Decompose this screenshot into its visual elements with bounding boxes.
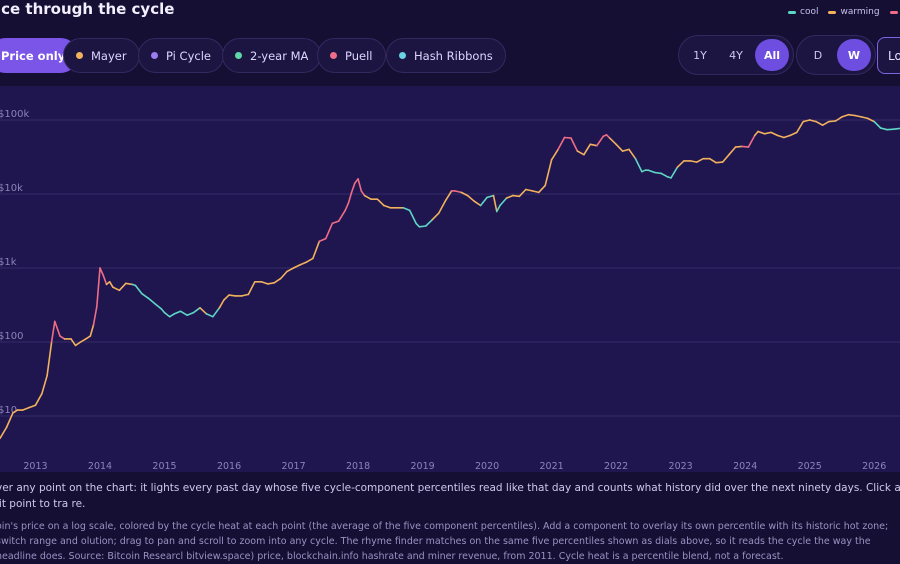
page-title: ice through the cycle bbox=[0, 0, 174, 18]
y-tick-label: $100 bbox=[0, 331, 23, 342]
x-tick-label: 2020 bbox=[475, 461, 499, 472]
range-all[interactable]: All bbox=[755, 39, 789, 71]
chart-interaction-hint: ver any point on the chart: it lights ev… bbox=[0, 480, 900, 512]
y-tick-label: $10 bbox=[0, 405, 17, 416]
x-tick-label: 2017 bbox=[281, 461, 305, 472]
price-segment[interactable] bbox=[126, 283, 133, 284]
price-chart[interactable]: $10 $100 $1k $10k $100k 2013 2014 2015 2016 2017… bbox=[0, 86, 900, 472]
price-segment[interactable] bbox=[736, 146, 742, 147]
interval-daily[interactable]: D bbox=[801, 39, 835, 71]
legend-hot bbox=[890, 7, 900, 17]
x-tick-label: 2023 bbox=[669, 461, 693, 472]
x-tick-label: 2024 bbox=[733, 461, 757, 472]
component-puell[interactable]: Puell bbox=[317, 38, 386, 73]
component-2-year-ma[interactable]: 2-year MA bbox=[222, 38, 321, 73]
x-tick-label: 2025 bbox=[798, 461, 822, 472]
range-4y[interactable]: 4Y bbox=[719, 39, 753, 71]
heat-legend: cool warming bbox=[788, 7, 900, 17]
component-2-year-ma-label: 2-year MA bbox=[250, 49, 308, 63]
price-chart-svg[interactable]: $10 $100 $1k $10k $100k 2013 2014 2015 2016 2017… bbox=[0, 86, 900, 472]
range-1y[interactable]: 1Y bbox=[683, 39, 717, 71]
x-tick-label: 2019 bbox=[410, 461, 434, 472]
legend-cool-label: cool bbox=[800, 7, 818, 17]
x-tick-label: 2013 bbox=[23, 461, 47, 472]
x-tick-label: 2022 bbox=[604, 461, 628, 472]
mayer-dot-icon bbox=[76, 52, 83, 59]
price-segment[interactable] bbox=[565, 138, 572, 139]
legend-warming-swatch bbox=[828, 11, 836, 14]
x-tick-label: 2018 bbox=[346, 461, 370, 472]
price-segment[interactable] bbox=[887, 129, 893, 130]
y-tick-label: $10k bbox=[0, 183, 23, 194]
y-tick-label: $100k bbox=[0, 109, 29, 120]
x-tick-label: 2021 bbox=[540, 461, 564, 472]
component-hash-ribbons[interactable]: Hash Ribbons bbox=[386, 38, 506, 73]
price-segment[interactable] bbox=[655, 173, 662, 174]
x-tick-label: 2016 bbox=[217, 461, 241, 472]
interval-selector: D W bbox=[796, 35, 876, 75]
component-pi-cycle-label: Pi Cycle bbox=[166, 49, 211, 63]
x-tick-label: 2015 bbox=[152, 461, 176, 472]
component-pi-cycle[interactable]: Pi Cycle bbox=[138, 38, 224, 73]
price-segment[interactable] bbox=[513, 196, 520, 197]
x-tick-label: 2026 bbox=[862, 461, 886, 472]
interval-weekly[interactable]: W bbox=[837, 39, 871, 71]
pi-cycle-dot-icon bbox=[151, 52, 158, 59]
legend-cool-swatch bbox=[788, 11, 796, 14]
log-scale-button[interactable]: Lo bbox=[877, 37, 900, 74]
component-mayer-label: Mayer bbox=[91, 49, 127, 63]
price-segment[interactable] bbox=[419, 226, 425, 227]
chart-description: oin's price on a log scale, colored by t… bbox=[0, 519, 900, 564]
legend-warming: warming bbox=[828, 7, 879, 17]
component-mayer[interactable]: Mayer bbox=[63, 38, 140, 73]
price-segment[interactable] bbox=[268, 283, 275, 284]
y-tick-label: $1k bbox=[0, 257, 17, 268]
hash-ribbons-dot-icon bbox=[399, 52, 406, 59]
component-hash-ribbons-label: Hash Ribbons bbox=[414, 49, 493, 63]
price-segment[interactable] bbox=[716, 162, 723, 163]
price-segment[interactable] bbox=[848, 115, 854, 116]
chart-plot-area bbox=[0, 86, 900, 472]
range-selector: 1Y 4Y All bbox=[678, 35, 794, 75]
legend-warming-label: warming bbox=[840, 7, 879, 17]
puell-dot-icon bbox=[330, 52, 337, 59]
price-segment[interactable] bbox=[829, 121, 836, 122]
2-year-ma-dot-icon bbox=[235, 52, 242, 59]
component-puell-label: Puell bbox=[345, 49, 373, 63]
price-segment[interactable] bbox=[229, 295, 236, 296]
price-segment[interactable] bbox=[742, 146, 749, 147]
legend-cool: cool bbox=[788, 7, 818, 17]
component-price-only-label: Price only bbox=[1, 49, 65, 63]
x-tick-label: 2014 bbox=[88, 461, 112, 472]
legend-hot-swatch bbox=[890, 11, 898, 14]
price-segment[interactable] bbox=[894, 128, 900, 129]
